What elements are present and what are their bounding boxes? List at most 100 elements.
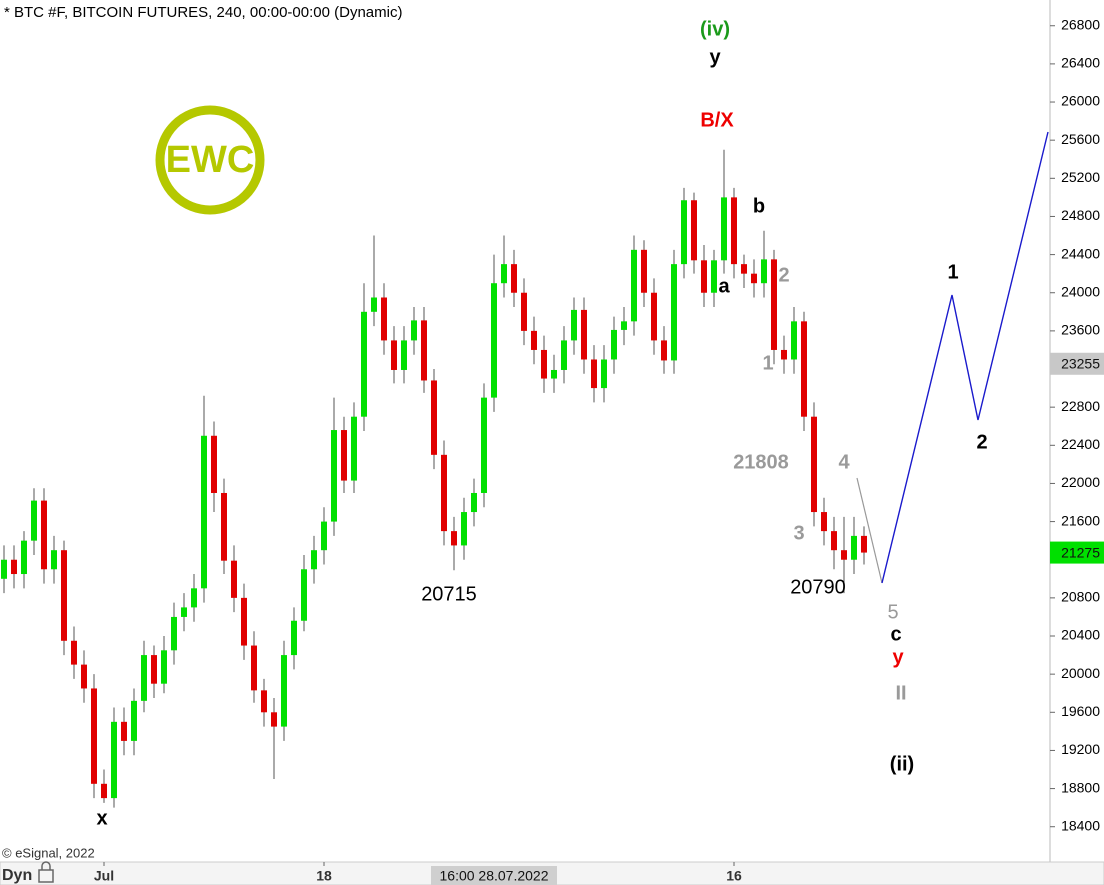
y-tick-label: 20000 [1061,665,1100,681]
candle-body [841,550,847,560]
candle-body [461,512,467,546]
wave-label: y [709,46,721,68]
candle-body [151,655,157,684]
candle-body [791,321,797,360]
candle-body [831,531,837,551]
candle-body [601,359,607,389]
candle-body [391,340,397,370]
price-marker-label: 21275 [1061,544,1100,560]
y-tick-label: 20400 [1061,627,1100,643]
candle-body [351,416,357,481]
candle-body [291,620,297,656]
candle-body [171,616,177,651]
crosshair-date: 16:00 28.07.2022 [440,868,549,884]
candle-body [181,607,187,617]
candle-body [431,380,437,455]
candle-body [701,260,707,293]
wave-label: x [96,807,107,829]
y-tick-label: 24400 [1061,245,1100,261]
candle-body [41,500,47,570]
candle-body [21,540,27,575]
y-tick-label: 26000 [1061,93,1100,109]
candle-body [451,531,457,546]
y-tick-label: 24800 [1061,207,1100,223]
wave-label: c [890,623,901,645]
price-marker-box [1050,352,1104,375]
candle-body [651,292,657,341]
candle-body [511,264,517,293]
y-tick-label: 22800 [1061,398,1100,414]
candle-body [11,559,17,575]
candle-body [321,521,327,551]
wave-label: 1 [762,352,773,374]
candle-body [761,259,767,284]
candle-body [201,435,207,589]
candle-body [221,492,227,561]
candle-body [491,283,497,398]
candle-body [611,329,617,360]
y-tick-label: 26400 [1061,55,1100,71]
y-tick-label: 21600 [1061,512,1100,528]
candle-body [731,197,737,265]
candle-body [571,309,577,341]
x-tick-label: Jul [94,868,114,884]
candle-body [851,535,857,560]
candle-body [231,560,237,598]
projection-blue [881,131,1049,584]
chart-title: * BTC #F, BITCOIN FUTURES, 240, 00:00-00… [4,4,402,21]
candle-body [341,430,347,481]
wave-label: II [895,682,906,704]
candle-body [271,712,277,727]
price-marker-label: 23255 [1061,355,1100,371]
candle-body [821,512,827,532]
price-marker-box [1050,541,1104,564]
candles [1,149,867,808]
candle-body [581,309,587,360]
candle-body [811,416,817,513]
candle-body [751,273,757,284]
candle-body [501,264,507,284]
candle-body [471,492,477,513]
lock-icon [38,861,54,883]
wave-label: b [753,195,765,217]
candle-body [621,321,627,330]
candle-body [781,349,787,360]
candle-body [71,640,77,665]
candle-body [711,260,717,293]
wave-label: 3 [793,522,804,544]
candle-body [61,550,67,641]
candle-body [331,430,337,522]
candle-body [721,197,727,261]
candle-body [311,550,317,570]
candle-body [861,535,867,553]
y-tick-label: 26800 [1061,16,1100,32]
candle-body [211,435,217,493]
candle-body [741,264,747,274]
candle-body [111,721,117,799]
candle-body [661,340,667,361]
candle-body [691,200,697,261]
wave-label: y [892,646,904,668]
candle-body [421,320,427,381]
y-tick-label: 23600 [1061,322,1100,338]
candle-body [801,321,807,417]
wave-label: 1 [947,261,958,283]
mode-label: Dyn [2,867,32,884]
y-tick-label: 19600 [1061,703,1100,719]
candle-body [521,292,527,331]
y-tick-label: 18800 [1061,779,1100,795]
candle-body [361,311,367,417]
candle-body [251,645,257,691]
price-annotation: 20715 [421,583,477,605]
candle-body [101,783,107,799]
y-tick-label: 25600 [1061,131,1100,147]
candle-body [81,664,87,689]
candle-body [641,249,647,293]
wave-label: (ii) [890,753,914,775]
candle-body [441,454,447,532]
y-tick-label: 25200 [1061,169,1100,185]
y-tick-label: 22000 [1061,474,1100,490]
credit: © eSignal, 2022 [2,845,95,860]
candle-body [371,297,377,312]
